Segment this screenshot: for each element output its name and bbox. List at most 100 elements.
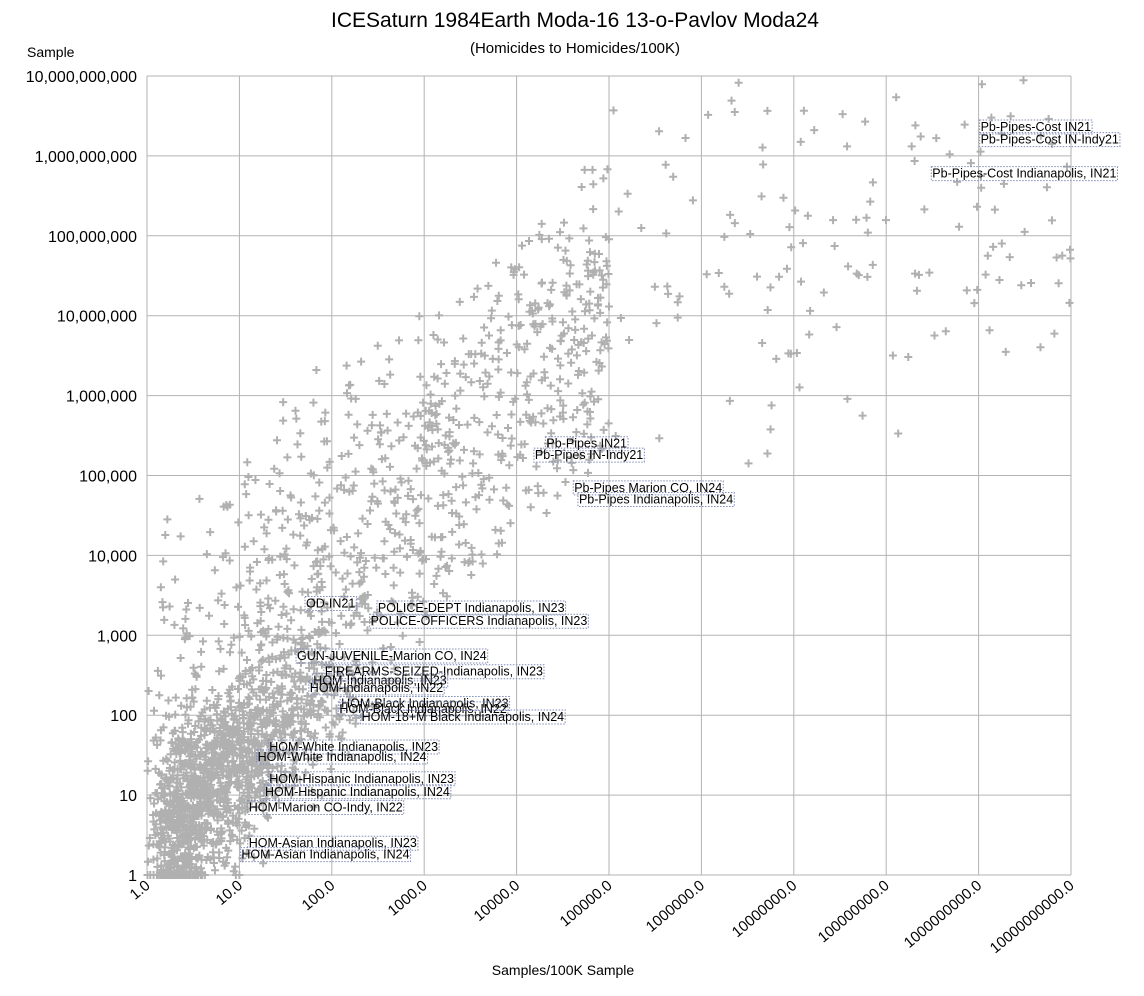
data-point xyxy=(474,491,483,500)
y-tick-label: 10,000,000 xyxy=(57,309,137,326)
data-point xyxy=(553,491,562,500)
data-point xyxy=(556,228,565,237)
data-point xyxy=(863,272,872,281)
data-point xyxy=(186,871,195,879)
y-tick-label: 10,000,000,000 xyxy=(26,69,137,86)
data-point xyxy=(279,416,288,425)
data-point xyxy=(555,375,564,384)
data-point xyxy=(531,418,540,427)
data-point xyxy=(381,570,390,579)
annotation: Pb-Pipes-Cost IN21 xyxy=(979,119,1093,135)
data-point xyxy=(590,258,599,267)
data-point xyxy=(611,431,620,440)
data-point xyxy=(279,570,288,579)
data-point xyxy=(494,392,503,401)
data-point xyxy=(221,549,230,558)
data-point xyxy=(603,165,612,174)
annotation-label: HOM-Indianapolis, IN23 xyxy=(313,674,446,688)
data-point xyxy=(323,463,332,472)
data-point xyxy=(725,396,734,405)
data-point xyxy=(439,338,448,347)
data-point xyxy=(184,790,193,799)
data-point xyxy=(176,532,185,541)
data-point xyxy=(313,546,322,555)
data-point xyxy=(744,459,753,468)
data-point xyxy=(144,686,153,695)
data-point xyxy=(435,311,444,320)
data-point xyxy=(187,855,196,864)
data-point xyxy=(481,368,490,377)
data-point xyxy=(602,257,611,266)
data-point xyxy=(546,381,555,390)
annotation-box xyxy=(308,680,445,696)
data-point xyxy=(327,618,336,627)
data-point xyxy=(955,222,964,231)
data-point xyxy=(237,746,246,755)
annotation-box xyxy=(337,701,509,717)
data-point xyxy=(477,550,486,559)
data-point xyxy=(478,559,487,568)
data-point xyxy=(283,515,292,524)
annotation: HOM-Marion CO-Indy, IN22 xyxy=(247,799,405,815)
data-point xyxy=(291,406,300,415)
data-point xyxy=(306,634,315,643)
data-point xyxy=(510,265,519,274)
data-point xyxy=(295,775,304,784)
data-point xyxy=(282,544,291,553)
data-point xyxy=(547,429,556,438)
data-point xyxy=(395,336,404,345)
data-point xyxy=(384,521,393,530)
data-point xyxy=(430,580,439,589)
data-point xyxy=(203,853,212,862)
data-point xyxy=(533,482,542,491)
data-point xyxy=(417,454,426,463)
data-point xyxy=(412,464,421,473)
data-point xyxy=(463,420,472,429)
data-point xyxy=(355,441,364,450)
data-point xyxy=(290,677,299,686)
data-point xyxy=(366,506,375,515)
annotation-box xyxy=(256,749,429,765)
data-point xyxy=(176,756,185,765)
data-point xyxy=(564,324,573,333)
data-point xyxy=(572,428,581,437)
data-point xyxy=(256,791,265,800)
data-point xyxy=(260,523,269,532)
annotation-label: HOM-18+M Black Indianapolis, IN24 xyxy=(362,710,565,724)
data-point xyxy=(270,464,279,473)
data-point xyxy=(227,709,236,718)
x-tick-label: 1000.0 xyxy=(385,877,431,920)
data-point xyxy=(953,177,962,186)
data-point xyxy=(239,711,248,720)
data-point xyxy=(604,270,613,279)
data-point xyxy=(396,609,405,618)
data-point xyxy=(245,714,254,723)
annotation: HOM-Asian Indianapolis, IN23 xyxy=(247,835,419,851)
data-point xyxy=(472,505,481,514)
data-point xyxy=(163,515,172,524)
data-point xyxy=(502,349,511,358)
data-point xyxy=(179,871,188,879)
data-point xyxy=(246,720,255,729)
data-point xyxy=(178,728,187,737)
data-point xyxy=(562,256,571,265)
data-point xyxy=(763,306,772,315)
data-point xyxy=(242,656,251,665)
data-point xyxy=(539,419,548,428)
data-point xyxy=(858,411,867,420)
data-point xyxy=(336,671,345,680)
data-point xyxy=(220,794,229,803)
data-point xyxy=(181,834,190,843)
data-point xyxy=(320,437,329,446)
data-point xyxy=(663,282,672,291)
data-point xyxy=(480,392,489,401)
data-point xyxy=(568,307,577,316)
data-point xyxy=(556,396,565,405)
data-point xyxy=(1036,131,1045,140)
data-point xyxy=(416,491,425,500)
annotation-label: FIREARMS-SEIZED-Indianapolis, IN23 xyxy=(325,665,543,679)
data-point xyxy=(296,668,305,677)
data-point xyxy=(375,440,384,449)
data-point xyxy=(387,442,396,451)
data-point xyxy=(399,514,408,523)
